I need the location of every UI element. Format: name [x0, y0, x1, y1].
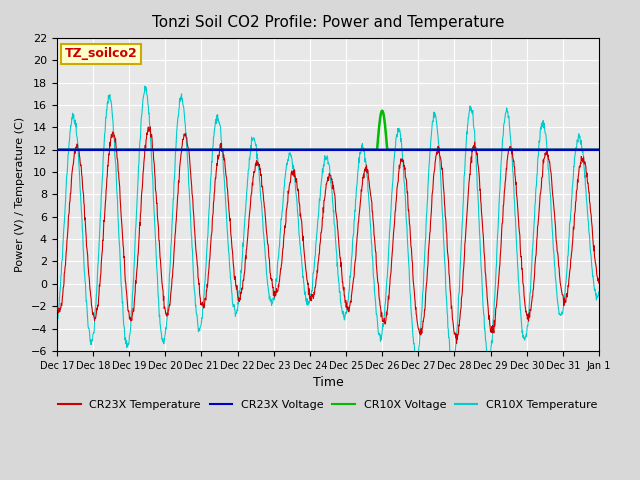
- Title: Tonzi Soil CO2 Profile: Power and Temperature: Tonzi Soil CO2 Profile: Power and Temper…: [152, 15, 504, 30]
- Legend: CR23X Temperature, CR23X Voltage, CR10X Voltage, CR10X Temperature: CR23X Temperature, CR23X Voltage, CR10X …: [54, 395, 602, 414]
- Y-axis label: Power (V) / Temperature (C): Power (V) / Temperature (C): [15, 117, 25, 272]
- X-axis label: Time: Time: [312, 376, 343, 389]
- Text: TZ_soilco2: TZ_soilco2: [65, 48, 138, 60]
